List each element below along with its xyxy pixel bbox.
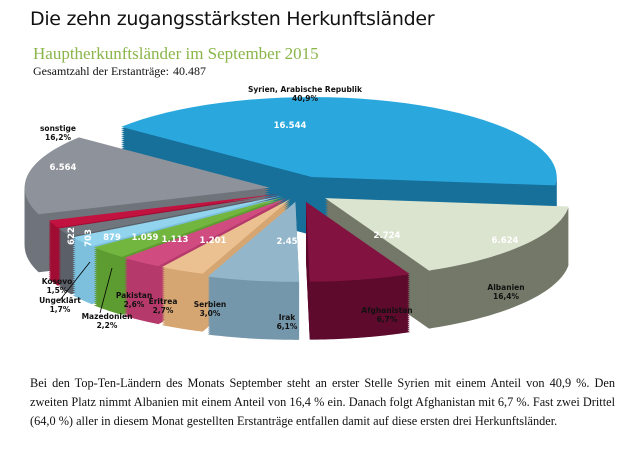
value-label: 1.059 — [132, 233, 159, 243]
value-label: 622 — [67, 227, 77, 245]
slice-name-label: Serbien — [194, 300, 227, 309]
leader-line — [59, 261, 91, 301]
value-label: 1.113 — [162, 235, 189, 245]
slice-name-label: Syrien, Arabische Republik — [248, 85, 363, 94]
slice-percent-label: 2,7% — [153, 306, 174, 315]
slice-syrien — [121, 97, 557, 186]
slice-pakistan — [93, 196, 285, 257]
slice-percent-label: 1,7% — [50, 305, 71, 314]
slice-irak — [207, 201, 300, 282]
slice-percent-label: 6,1% — [277, 322, 298, 331]
slice-name-label: Irak — [279, 313, 297, 322]
value-label: 6.564 — [50, 163, 77, 173]
slice-percent-label: 6,7% — [377, 315, 398, 324]
leader-line — [99, 267, 113, 314]
slice-percent-label: 2,2% — [97, 321, 118, 330]
slice-percent-label: 3,0% — [200, 309, 221, 318]
page-title: Die zehn zugangsstärksten Herkunftslände… — [30, 8, 435, 30]
slice-mazedonien — [72, 195, 283, 247]
slice-serbien — [161, 198, 291, 274]
slice-name-label: Ungeklärt — [39, 296, 81, 305]
slice-percent-label: 1,5% — [47, 286, 68, 295]
slice-sonstige — [24, 137, 270, 215]
slice-name-label: Pakistan — [116, 291, 152, 300]
value-label: 2.724 — [374, 231, 401, 241]
chart-title: Hauptherkunftsländer im September 2015 — [33, 44, 319, 63]
slice-name-label: Eritrea — [149, 297, 178, 306]
slice-name-label: Afghanistan — [361, 306, 412, 315]
slice-percent-label: 2,6% — [124, 300, 145, 309]
slice-name-label: Albanien — [487, 283, 524, 292]
slice-eritrea — [124, 198, 287, 267]
slice-percent-label: 40,9% — [292, 94, 319, 103]
slice-percent-label: 16,4% — [493, 292, 520, 301]
chart-total: Gesamtzahl der Erstanträge: 40.487 — [33, 64, 206, 79]
slice-name-label: sonstige — [40, 124, 76, 133]
slice-albanien — [325, 198, 569, 271]
value-label: 703 — [84, 229, 94, 247]
slice-percent-label: 16,2% — [45, 133, 72, 142]
total-label: Gesamtzahl der Erstanträge: — [33, 64, 169, 78]
value-label: 2.454 — [277, 237, 304, 247]
value-label: 1.201 — [200, 236, 227, 246]
slice-kosovo — [48, 193, 280, 228]
value-label: 6.624 — [492, 236, 519, 246]
slice-ungeklärt — [58, 194, 281, 237]
slice-name-label: Mazedonien — [82, 312, 133, 321]
slice-afghanistan — [305, 201, 410, 282]
description-paragraph: Bei den Top-Ten-Ländern des Monats Septe… — [30, 376, 615, 428]
value-label: 879 — [103, 233, 121, 243]
pie-chart: 16.544 6.564 622 703 879 1.059 1.113 1.201 2.454… — [24, 85, 569, 340]
slice-name-label: Kosovo — [42, 277, 73, 286]
value-label: 16.544 — [274, 121, 307, 131]
total-value: 40.487 — [172, 64, 206, 78]
